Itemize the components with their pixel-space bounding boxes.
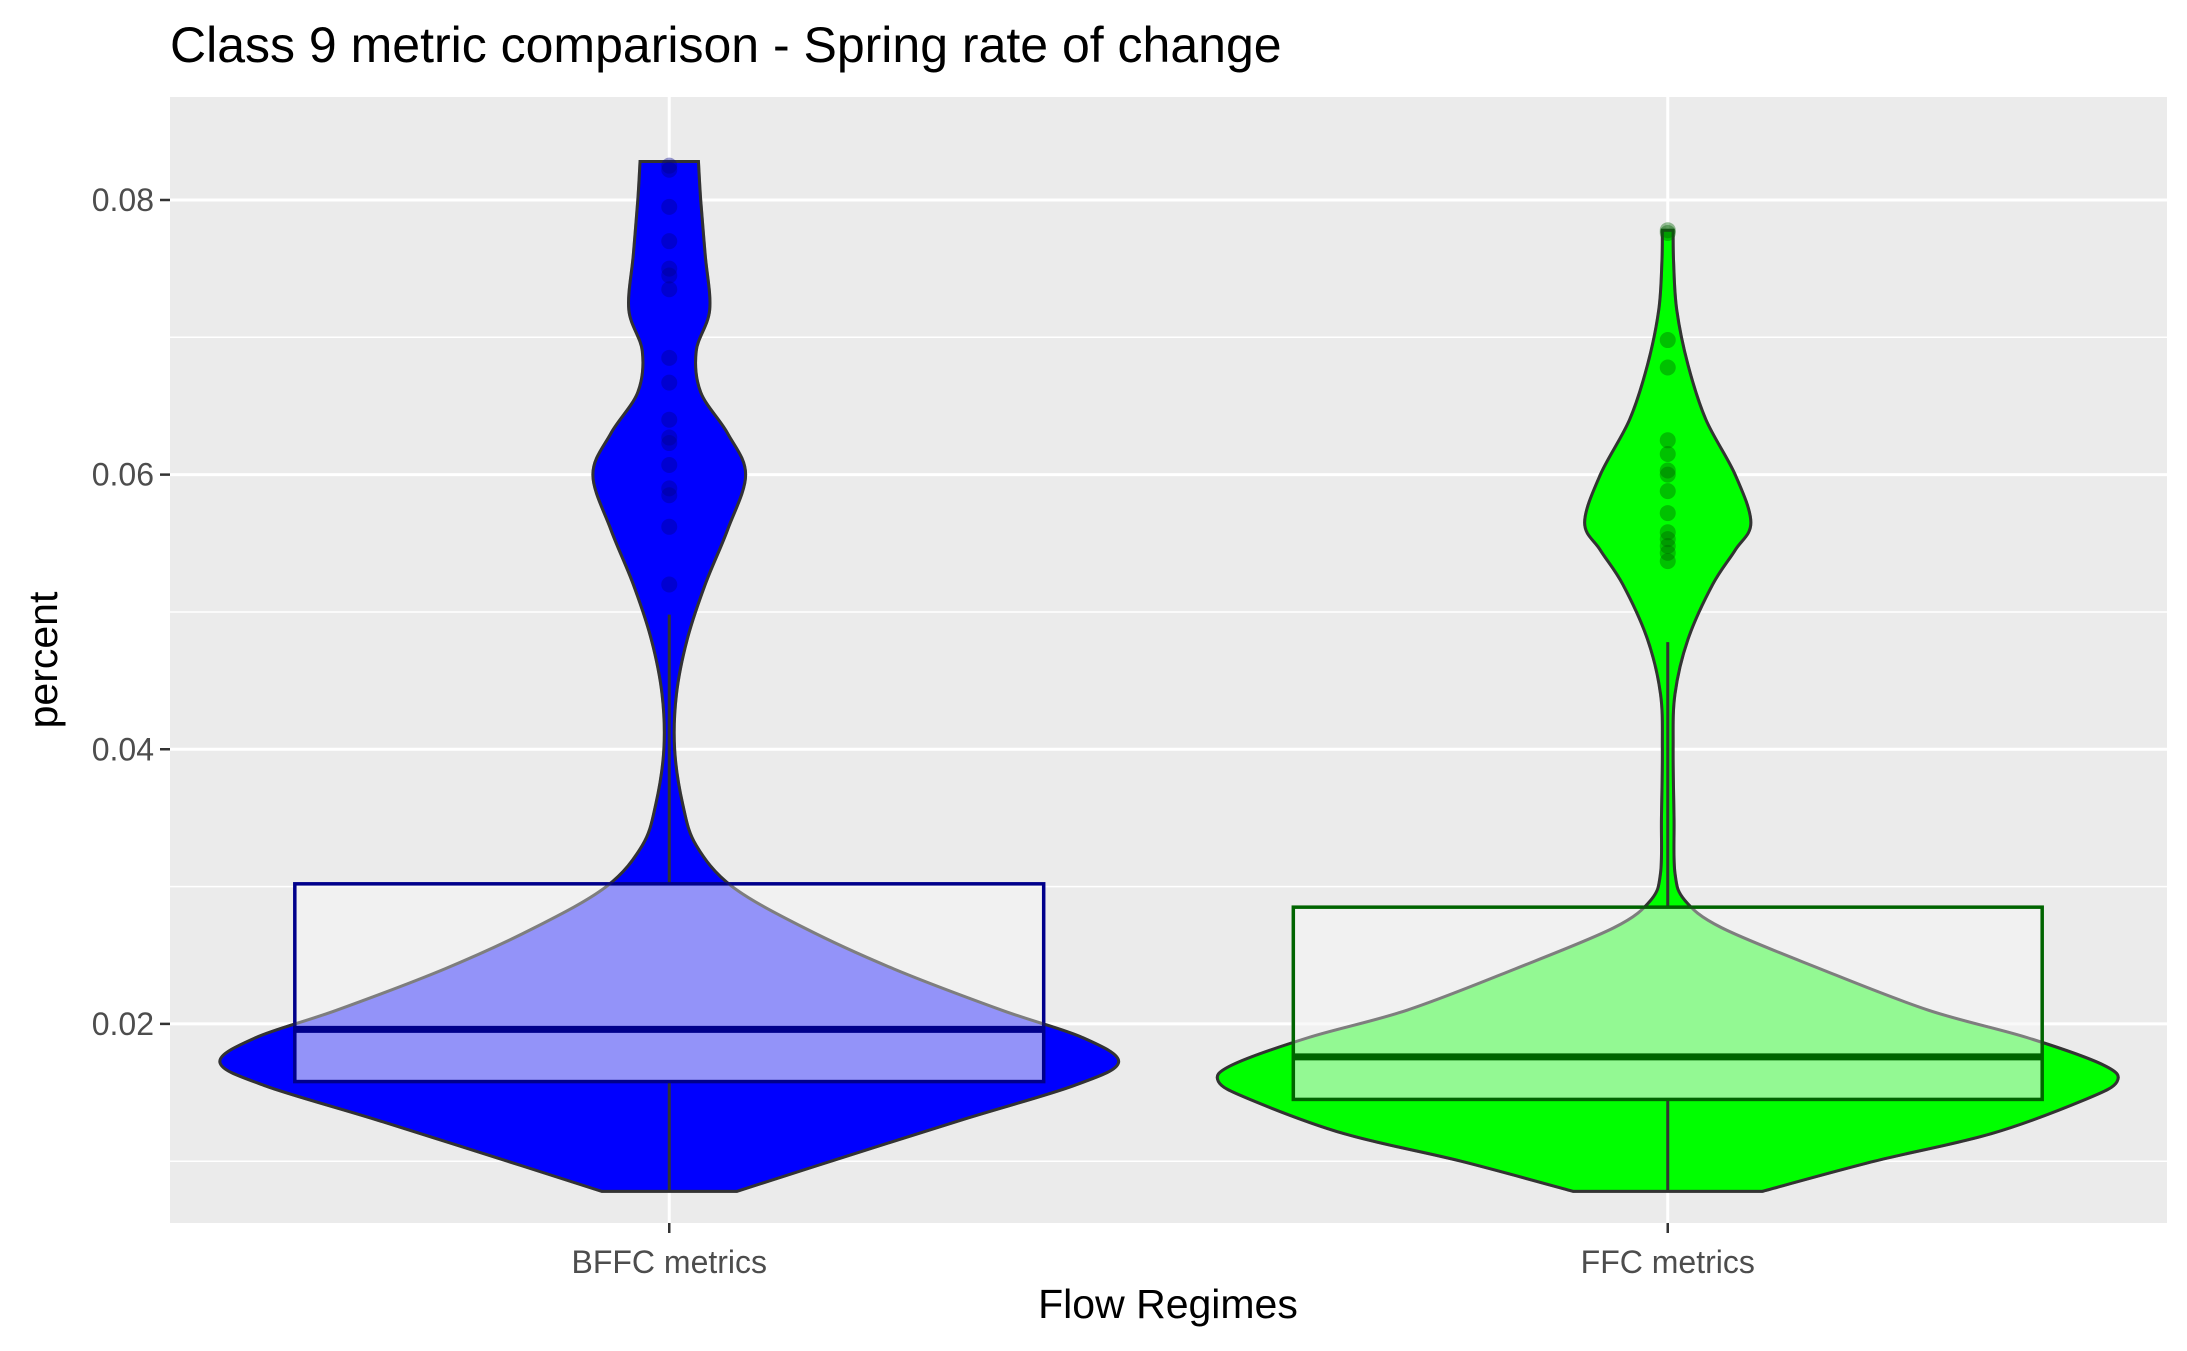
data-point <box>661 161 678 178</box>
series-ffc-metrics <box>1215 222 2120 1193</box>
data-point <box>1659 538 1676 555</box>
data-point <box>1659 332 1676 349</box>
data-point <box>1659 483 1676 500</box>
data-point <box>661 429 678 446</box>
data-point <box>1659 222 1676 239</box>
y-tick-label: 0.08 <box>92 182 154 218</box>
y-tick-label: 0.06 <box>92 457 154 493</box>
x-axis-title: Flow Regimes <box>1038 1281 1298 1327</box>
violin-outline <box>218 160 1121 1193</box>
data-point <box>661 281 678 298</box>
x-tick-label: FFC metrics <box>1581 1244 1755 1280</box>
chart-title: Class 9 metric comparison - Spring rate … <box>170 17 1282 73</box>
violin-outline <box>1215 228 2120 1193</box>
box <box>1291 905 2044 1102</box>
data-point <box>1659 446 1676 463</box>
data-point <box>661 480 678 497</box>
axes: 0.02 0.04 0.06 0.08 BFFC metrics FFC metrics <box>92 182 1755 1280</box>
data-point <box>661 457 678 474</box>
y-axis-title: percent <box>20 591 66 728</box>
data-point <box>1659 432 1676 449</box>
data-point <box>1659 553 1676 570</box>
data-point <box>661 233 678 250</box>
data-point <box>661 518 678 535</box>
violin-layer <box>218 157 2120 1193</box>
data-point <box>661 349 678 366</box>
data-point <box>661 267 678 284</box>
data-point <box>1659 359 1676 376</box>
data-point <box>1659 505 1676 522</box>
data-point <box>1659 466 1676 483</box>
data-point <box>1659 224 1676 241</box>
series-bffc-metrics <box>218 157 1121 1193</box>
data-point <box>661 198 678 215</box>
data-point <box>661 411 678 428</box>
box <box>293 882 1046 1084</box>
x-tick-label: BFFC metrics <box>571 1244 767 1280</box>
data-point <box>661 576 678 593</box>
data-point <box>661 260 678 277</box>
data-point <box>661 374 678 391</box>
y-tick-label: 0.04 <box>92 731 154 767</box>
data-point <box>661 157 678 174</box>
data-point <box>661 435 678 452</box>
data-point <box>1659 544 1676 561</box>
data-point <box>1659 462 1676 479</box>
data-point <box>1659 531 1676 548</box>
data-point <box>1659 524 1676 541</box>
data-point <box>661 487 678 504</box>
y-tick-label: 0.02 <box>92 1006 154 1042</box>
